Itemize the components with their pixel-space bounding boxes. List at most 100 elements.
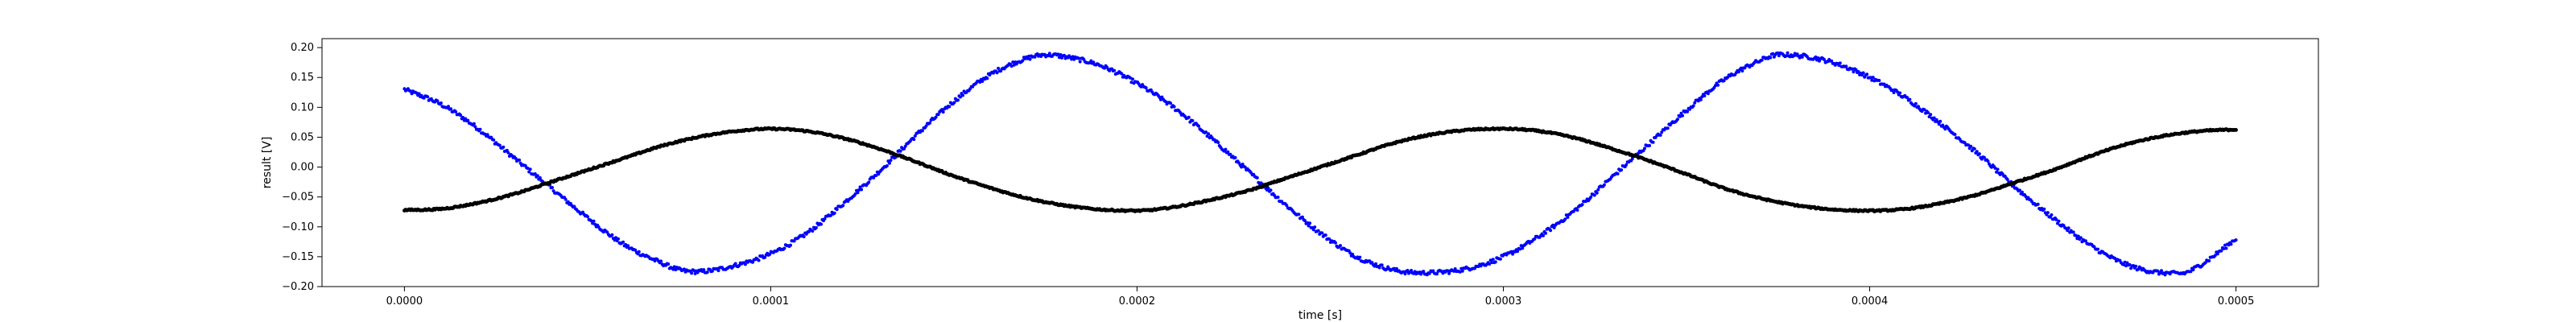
series-0-point [1592,193,1596,197]
series-0-point [692,269,696,273]
series-0-point [1595,191,1599,195]
series-0-point [1380,263,1384,267]
series-0-point [1896,90,1900,94]
series-0-point [2005,178,2009,181]
series-0-point [1892,91,1896,94]
series-0-point [426,95,430,99]
y-tick-label: 0.20 [291,42,314,54]
series-0-point [2113,257,2117,260]
series-0-point [1908,97,1912,101]
series-0-point [1996,167,2000,171]
series-0-point [1519,244,1523,248]
series-0-point [610,233,614,237]
series-0-point [1699,97,1703,101]
series-0-point [1297,213,1301,217]
series-0-point [1975,150,1979,154]
series-0-point [2124,264,2128,268]
series-0-point [589,219,593,223]
series-0-point [2076,234,2080,238]
series-0-point [1307,224,1311,228]
series-0-point [2074,233,2078,237]
series-0-point [1740,69,1744,73]
series-0-point [874,174,878,177]
series-0-point [1739,66,1743,70]
series-0-point [1624,163,1629,167]
series-0-point [1969,144,1973,148]
series-0-point [1403,272,1407,276]
series-0-point [1056,52,1060,56]
series-0-point [1447,271,1451,275]
series-0-point [1563,217,1567,221]
series-0-point [1589,195,1593,199]
series-0-point [898,149,902,153]
series-0-point [1580,203,1584,207]
series-0-point [889,159,893,163]
series-0-point [1922,108,1926,112]
x-axis-label: time [s] [1298,309,1342,322]
series-0-point [1823,58,1827,61]
series-0-point [459,114,463,118]
series-0-point [624,242,628,246]
series-0-point [705,270,709,275]
series-0-point [1776,51,1780,55]
series-0-point [1057,56,1061,60]
series-0-point [1852,70,1856,74]
series-0-point [478,127,482,131]
series-0-point [514,156,518,160]
series-0-point [526,167,530,171]
series-0-point [1187,115,1191,119]
series-0-point [995,71,999,75]
series-0-point [518,158,522,162]
series-0-point [1406,269,1410,272]
series-0-point [1861,71,1865,75]
series-0-point [2096,247,2100,251]
series-0-point [1233,155,1237,159]
series-0-point [1498,257,1502,261]
series-0-point [1785,51,1790,55]
series-0-point [1800,55,1804,59]
series-0-point [1736,70,1740,74]
series-0-point [1374,262,1378,266]
series-0-point [564,197,568,201]
series-0-point [1169,101,1173,105]
series-0-point [502,145,506,149]
series-0-point [2207,259,2211,262]
series-0-point [751,260,754,264]
series-0-point [1868,76,1872,80]
y-tick-label: −0.20 [282,281,314,293]
y-tick-label: −0.05 [282,192,314,204]
series-0-point [1552,225,1556,229]
series-0-point [1410,269,1414,272]
series-0-point [1511,252,1515,256]
series-0-point [690,271,694,275]
series-0-point [492,138,496,142]
series-0-point [1089,59,1093,63]
series-0-point [737,263,741,267]
series-0-point [1679,111,1683,115]
series-0-point [1129,80,1133,85]
series-0-point [1932,116,1936,120]
series-0-point [1224,147,1228,151]
series-0-point [439,101,443,105]
series-0-point [1686,109,1690,114]
series-0-point [1422,270,1426,274]
series-0-point [1191,118,1195,122]
series-0-point [2224,246,2228,250]
series-0-point [947,105,952,109]
series-0-point [885,164,889,167]
series-0-point [1348,251,1352,255]
x-tick-label: 0.0003 [1485,295,1522,308]
series-0-point [1542,233,1545,237]
series-0-point [1491,258,1495,262]
series-0-point [538,175,542,180]
series-0-point [1276,196,1280,199]
series-0-point [1938,119,1942,123]
series-0-point [1676,118,1679,122]
series-0-point [2071,230,2075,234]
series-0-point [811,229,815,233]
series-0-point [409,89,412,93]
series-0-point [743,262,747,266]
series-0-point [1071,55,1075,59]
series-0-point [1917,105,1920,109]
series-0-point [551,186,554,189]
